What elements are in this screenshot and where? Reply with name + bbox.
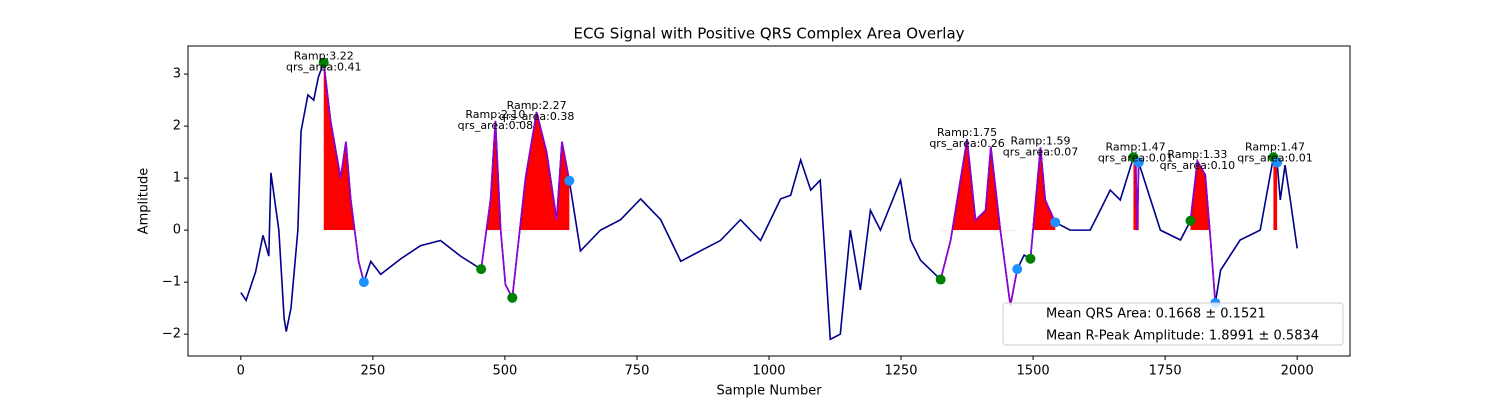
- qrs-offset: [358, 277, 369, 288]
- plot-area: [240, 57, 1298, 341]
- legend-entry: Mean QRS Area: 0.1668 ± 0.1521: [1046, 307, 1266, 322]
- r-amp-label: Ramp:1.47: [1245, 141, 1305, 154]
- r-amp-label: Ramp:1.75: [937, 126, 997, 139]
- qrs-line: [480, 120, 514, 299]
- qrs-area-label: qrs_area:0.07: [1003, 145, 1078, 158]
- qrs-area: [1190, 160, 1216, 231]
- qrs-line: [322, 62, 365, 283]
- y-tick-label: −2: [162, 327, 181, 342]
- qrs-area: [940, 139, 1018, 231]
- y-tick-label: 0: [173, 223, 181, 238]
- qrs-line: [1029, 147, 1056, 259]
- y-tick-label: 2: [173, 119, 181, 134]
- x-tick-label: 1000: [752, 364, 785, 379]
- x-tick-label: 500: [492, 364, 517, 379]
- qrs-line: [511, 111, 571, 298]
- r-amp-label: Ramp:2.10: [465, 108, 525, 121]
- qrs-area-label: qrs_area:0.41: [286, 61, 361, 74]
- y-tick-label: −1: [162, 275, 181, 290]
- qrs-offset: [564, 175, 575, 186]
- qrs-area: [481, 120, 513, 231]
- r-amp-label: Ramp:1.33: [1167, 148, 1227, 161]
- qrs-area: [1273, 153, 1278, 231]
- chart-title: ECG Signal with Positive QRS Complex Are…: [573, 25, 964, 43]
- qrs-area-label: qrs_area:0.08: [458, 119, 533, 132]
- x-tick-label: 2000: [1281, 364, 1314, 379]
- x-tick-label: 0: [237, 364, 245, 379]
- qrs-area: [1030, 147, 1056, 231]
- qrs-area: [323, 62, 364, 231]
- qrs-area-label: qrs_area:0.01: [1237, 152, 1312, 165]
- qrs-onset: [318, 57, 329, 68]
- y-tick-label: 3: [173, 67, 181, 82]
- qrs-area-label: qrs_area:0.10: [1160, 159, 1235, 172]
- qrs-offset: [1012, 264, 1023, 275]
- qrs-offset: [1272, 157, 1283, 168]
- ecg-line: [240, 62, 1298, 341]
- qrs-area-label: qrs_area:0.01: [1098, 152, 1173, 165]
- qrs-onset: [507, 292, 518, 303]
- x-tick-label: 1500: [1017, 364, 1050, 379]
- x-tick-label: 1250: [884, 364, 917, 379]
- r-amp-label: Ramp:1.59: [1010, 134, 1070, 147]
- qrs-onset: [935, 274, 946, 285]
- legend-entry: Mean R-Peak Amplitude: 1.8991 ± 0.5834: [1046, 329, 1319, 344]
- qrs-offset: [1050, 217, 1061, 228]
- r-amp-label: Ramp:1.47: [1106, 141, 1166, 154]
- qrs-onset: [1025, 253, 1036, 264]
- qrs-onset: [1185, 215, 1196, 226]
- qrs-area-label: qrs_area:0.26: [929, 137, 1004, 150]
- qrs-line: [939, 138, 1019, 306]
- r-amp-label: Ramp:2.27: [507, 99, 567, 112]
- qrs-area-label: qrs_area:0.38: [499, 110, 574, 123]
- qrs-area: [512, 112, 570, 231]
- legend-box: [1002, 302, 1344, 346]
- axes-frame: [187, 45, 1351, 357]
- qrs-onset: [476, 264, 487, 275]
- x-axis-label: Sample Number: [716, 384, 822, 399]
- x-tick-label: 250: [360, 364, 385, 379]
- y-tick-label: 1: [173, 171, 181, 186]
- r-amp-label: Ramp:3.22: [294, 50, 354, 63]
- x-tick-label: 750: [625, 364, 650, 379]
- y-axis-label: Amplitude: [137, 168, 152, 235]
- qrs-offset: [1133, 157, 1144, 168]
- x-tick-label: 1750: [1149, 364, 1182, 379]
- qrs-line: [1189, 158, 1217, 304]
